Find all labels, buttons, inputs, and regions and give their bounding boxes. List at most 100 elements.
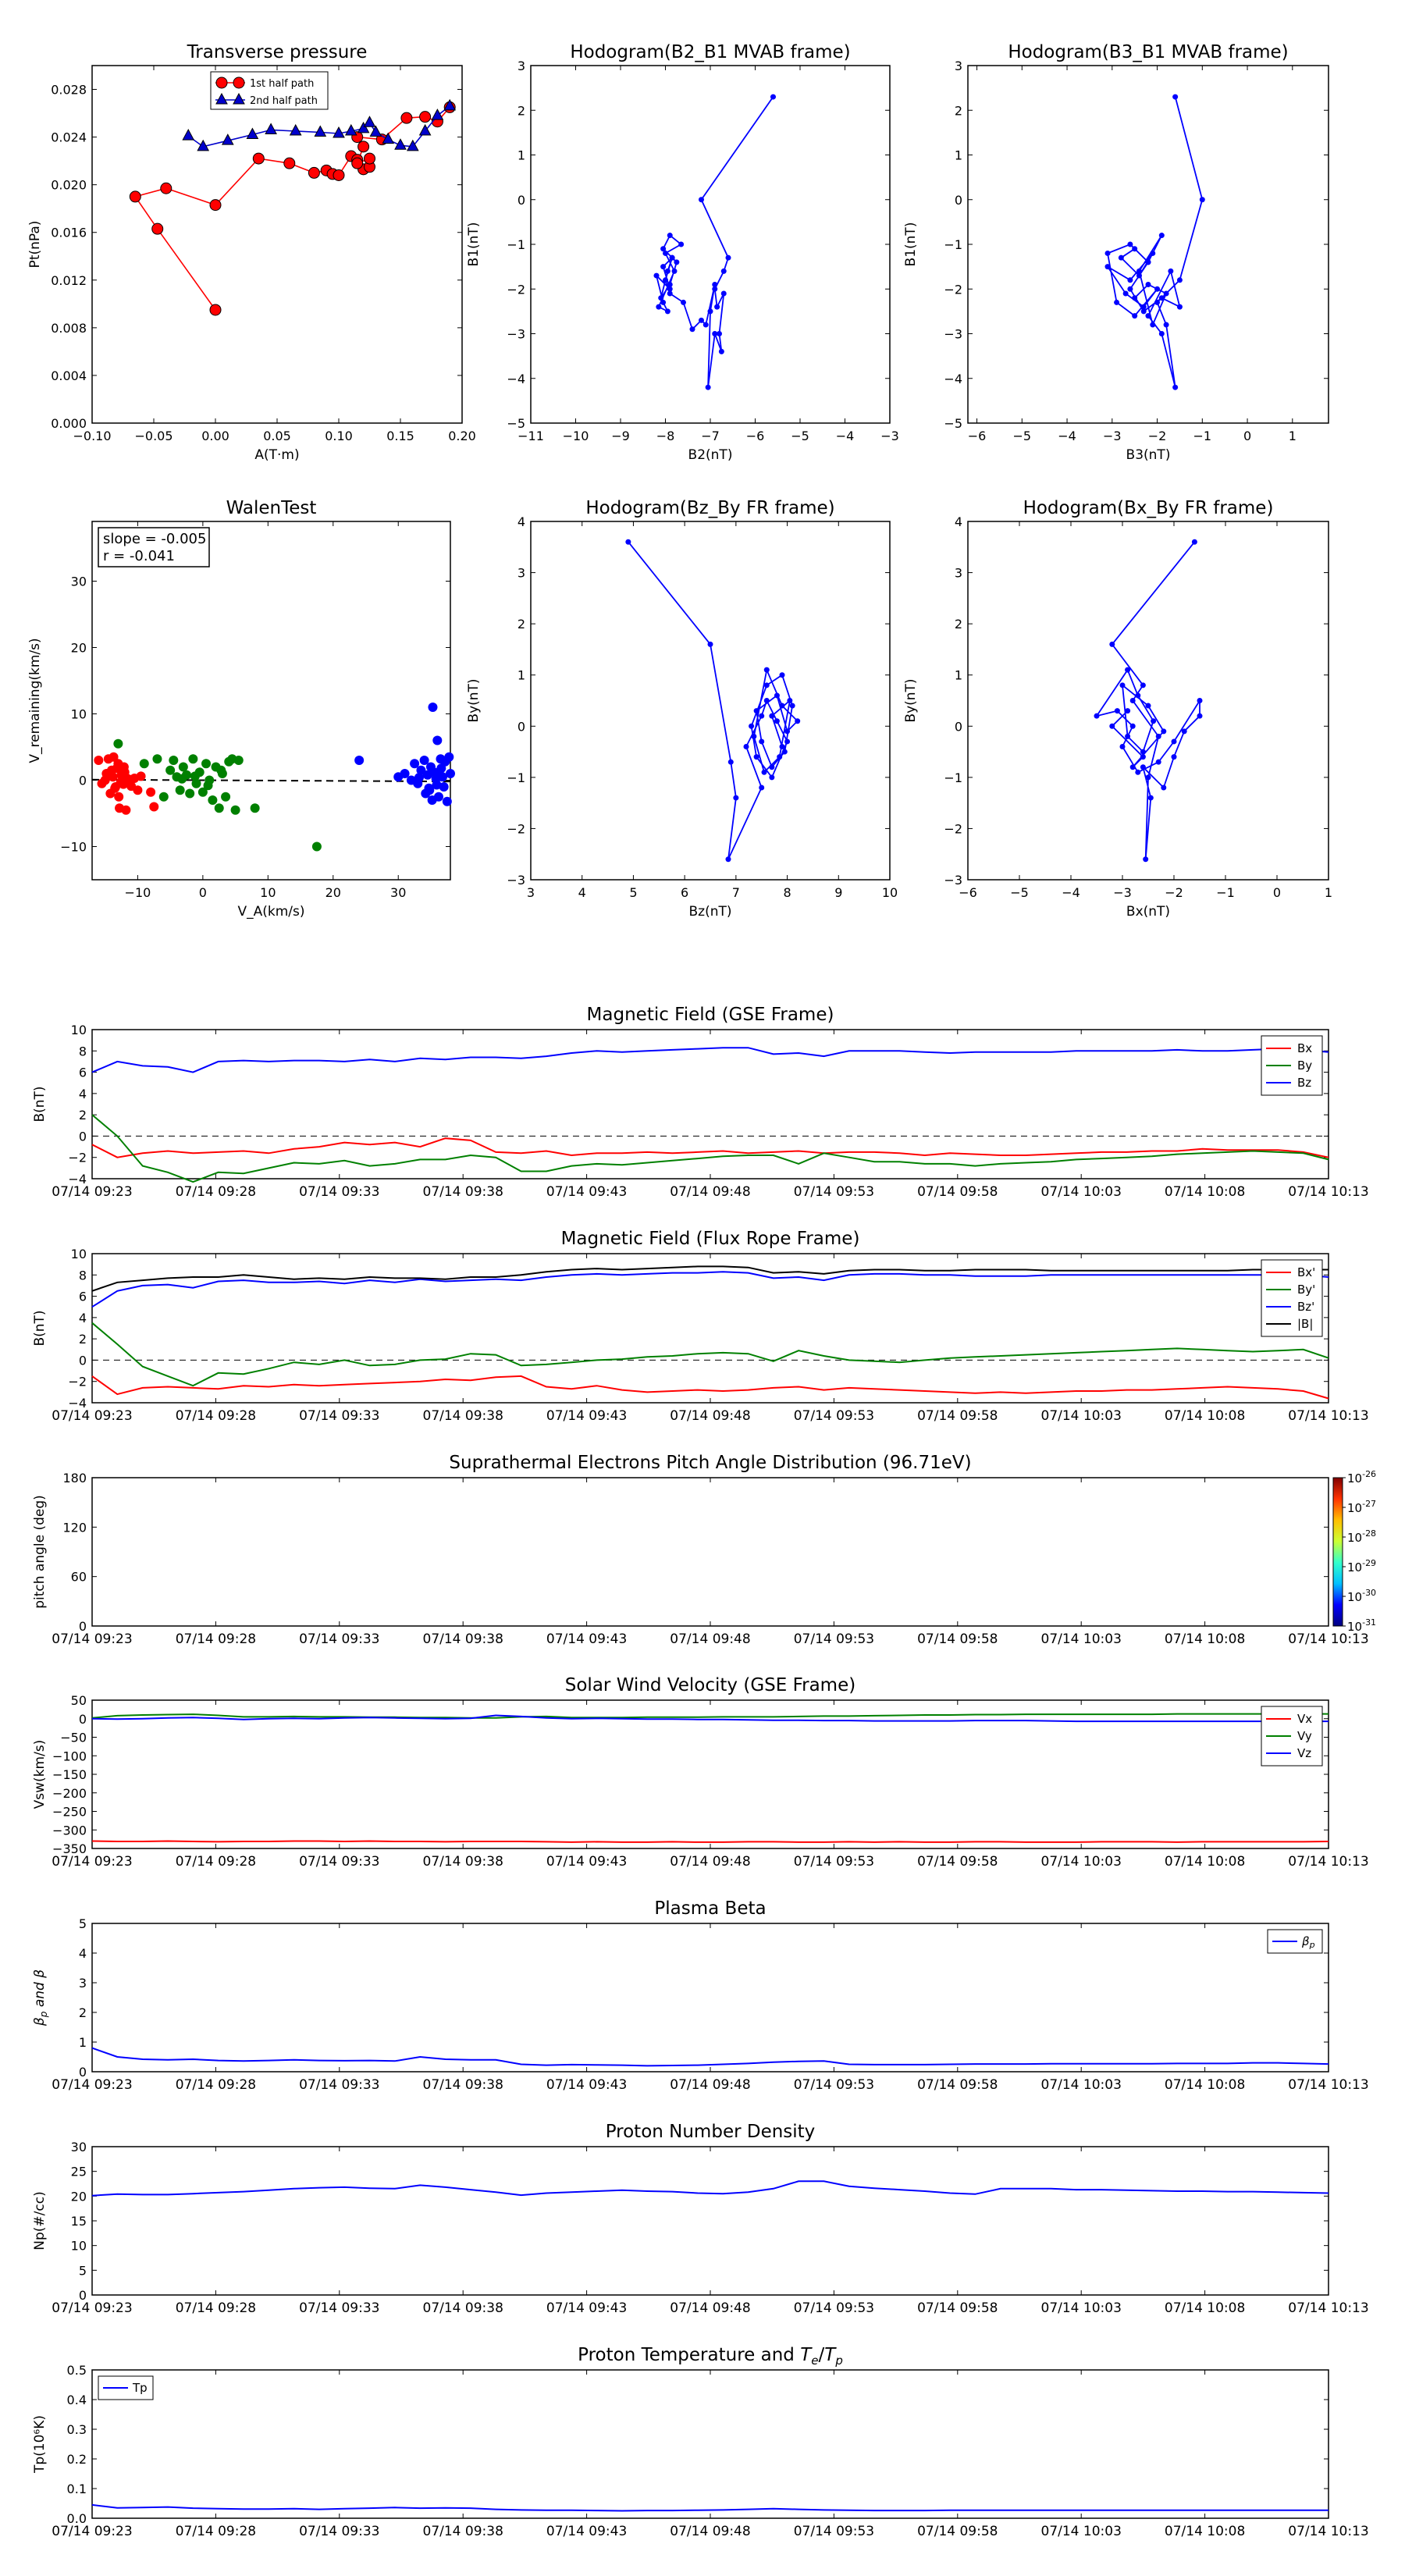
y-tick-label: −5 (507, 416, 525, 431)
data-point (1129, 698, 1136, 703)
y-tick-label: 25 (71, 2165, 87, 2179)
x-tick-label: 07/14 09:38 (423, 1408, 503, 1424)
y-tick-label: 20 (71, 641, 87, 656)
data-point (656, 304, 662, 310)
y-axis-label: pitch angle (deg) (32, 1495, 48, 1609)
data-point (733, 795, 739, 801)
data-point (146, 787, 156, 797)
y-tick-label: 120 (62, 1520, 87, 1535)
x-tick-label: 07/14 09:58 (917, 2524, 998, 2539)
data-point (759, 713, 765, 719)
x-tick-label: 07/14 09:33 (299, 1184, 379, 1200)
legend-sub: p (1309, 1940, 1315, 1950)
x-tick-label: −1 (1193, 429, 1212, 443)
x-tick-label: 0 (199, 885, 207, 900)
series-line-Bx (91, 1137, 1329, 1158)
x-tick-label: 8 (783, 885, 791, 900)
data-point (333, 126, 345, 138)
y-tick-label: 6 (79, 1290, 87, 1304)
x-tick-label: 07/14 10:13 (1288, 2300, 1368, 2316)
data-point (439, 782, 449, 792)
legend-beta: β (1301, 1934, 1310, 1948)
y-tick-label: 3 (955, 566, 962, 581)
chart-title: Suprathermal Electrons Pitch Angle Distr… (449, 1453, 971, 1473)
data-point (191, 778, 201, 788)
data-point (311, 841, 322, 852)
x-tick-label: −10 (563, 429, 589, 443)
x-tick-label: 9 (834, 885, 842, 900)
x-tick-label: 07/14 10:13 (1288, 1854, 1368, 1870)
data-point (1147, 795, 1154, 801)
data-point (221, 792, 231, 802)
chart-beta: 07/14 09:23 07/14 09:28 07/14 09:33 07/14 0… (32, 1898, 1369, 2093)
x-tick-label: 07/14 09:43 (546, 2077, 627, 2093)
data-point (203, 781, 213, 791)
y-tick-label: 30 (71, 575, 87, 589)
data-point (769, 713, 775, 719)
data-point (178, 762, 188, 772)
y-tick-label: 0.024 (51, 130, 87, 145)
x-tick-label: −4 (1062, 885, 1080, 900)
chart-hodo2: −6 −5 −4 −3 −2 −1 0 1 −5 −4 −3 −2 −1 0 1 2 3 Hodogram(B3_… (903, 42, 1329, 463)
series-line-0 (91, 2047, 1329, 2067)
data-point (357, 141, 370, 153)
title-part: Proton Temperature and (578, 2345, 800, 2365)
x-tick-label: 07/14 09:48 (670, 2524, 750, 2539)
data-point (699, 197, 704, 203)
data-point (660, 299, 667, 305)
y-tick-label: 10 (71, 1247, 87, 1261)
data-point (763, 698, 770, 703)
data-point (1132, 313, 1138, 319)
data-point (667, 286, 673, 292)
colorbar-exp: -27 (1362, 1499, 1376, 1509)
x-tick-label: 07/14 09:48 (670, 1631, 750, 1647)
x-tick-label: 07/14 09:38 (423, 2077, 503, 2093)
series-line-Vz (91, 1714, 1329, 1723)
data-point (215, 76, 228, 89)
legend-label: Bx' (1297, 1265, 1315, 1279)
y-tick-label: 0.016 (51, 226, 87, 240)
x-tick-label: 3 (527, 885, 535, 900)
y-tick-label: 2 (955, 617, 962, 632)
axes-frame (967, 65, 1329, 424)
axes-frame (91, 1253, 1329, 1404)
data-point (1161, 728, 1167, 735)
y-tick-label: −4 (507, 372, 525, 386)
data-point (761, 769, 767, 775)
data-point (660, 264, 667, 270)
data-point (1155, 733, 1161, 739)
x-tick-label: −4 (1058, 429, 1076, 443)
x-tick-label: −0.10 (73, 429, 111, 443)
y-label-rest: and β (32, 1969, 48, 2012)
data-point (1140, 304, 1147, 310)
chart-hodo3: 3 4 5 6 7 8 9 10 −3 −2 −1 0 1 2 3 4 Hodogram(Bz_By FR fr… (466, 498, 898, 920)
y-axis-label: Vsw(km/s) (32, 1740, 48, 1809)
colorbar-label: 10-28 (1347, 1528, 1376, 1545)
x-tick-label: −6 (968, 429, 987, 443)
colorbar-exp: -26 (1362, 1469, 1376, 1479)
y-tick-label: 5 (79, 2263, 87, 2278)
hodogram-path (655, 96, 774, 388)
data-point (201, 759, 212, 769)
x-tick-label: −3 (1103, 429, 1122, 443)
data-point (1191, 539, 1197, 545)
series-line-0 (134, 106, 450, 311)
axes-frame (967, 521, 1329, 881)
y-tick-label: 0.004 (51, 368, 87, 383)
x-tick-label: 0.15 (386, 429, 414, 443)
x-tick-label: 07/14 09:23 (52, 2524, 132, 2539)
data-point (419, 111, 432, 123)
y-tick-label: −4 (68, 1172, 87, 1187)
data-point (308, 166, 320, 179)
y-label-sub: p (38, 2011, 49, 2018)
data-point (1176, 304, 1183, 310)
x-tick-label: 07/14 09:28 (176, 2524, 256, 2539)
x-tick-label: 07/14 10:08 (1165, 2077, 1245, 2093)
x-tick-label: −3 (1113, 885, 1132, 900)
y-tick-label: −4 (68, 1396, 87, 1411)
data-point (795, 718, 801, 724)
y-tick-label: 0.012 (51, 273, 87, 288)
data-point (108, 752, 119, 762)
y-tick-label: 0 (955, 719, 962, 734)
